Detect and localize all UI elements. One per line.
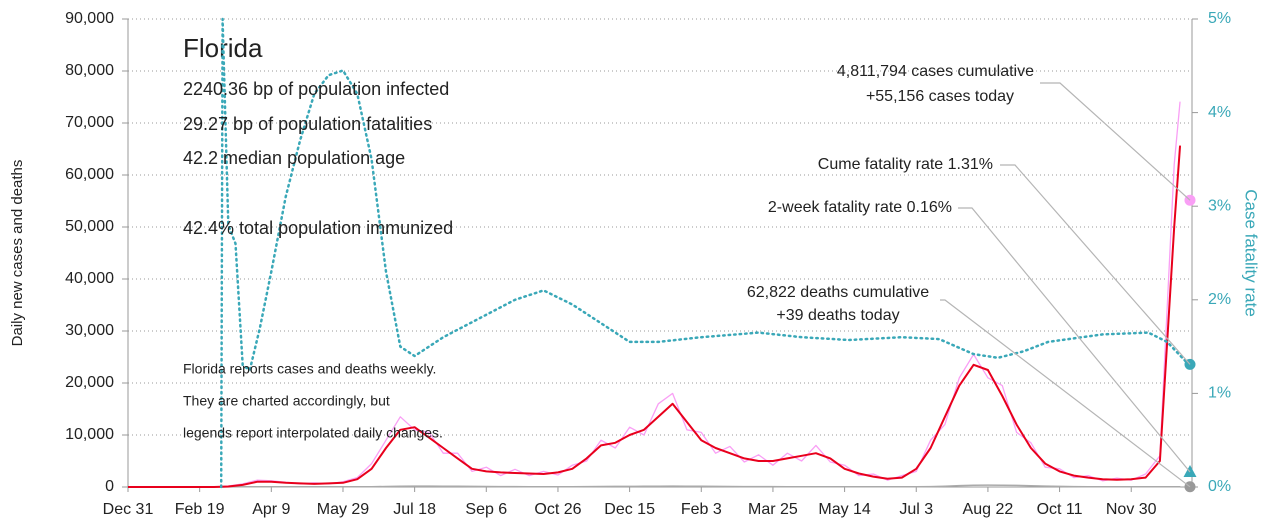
x-tick-label: Jul 18 [393, 501, 436, 518]
x-tick-label: Jul 3 [899, 501, 933, 518]
x-tick-label: Aug 22 [963, 501, 1014, 518]
y-tick-label: 70,000 [65, 114, 114, 131]
x-tick-label: Dec 15 [604, 501, 655, 518]
x-tick-label: Dec 31 [103, 501, 154, 518]
y-tick-label: 60,000 [65, 166, 114, 183]
x-tick-label: Nov 30 [1106, 501, 1157, 518]
x-tick-label: May 14 [818, 501, 871, 518]
x-tick-label: Feb 19 [175, 501, 225, 518]
y2-tick-label: 2% [1208, 291, 1231, 308]
note-line: They are charted accordingly, but [183, 393, 390, 409]
series-line [219, 17, 1190, 489]
y2-tick-label: 3% [1208, 197, 1231, 214]
y2-axis-title: Case fatality rate [1242, 189, 1261, 317]
x-tick-label: Feb 3 [681, 501, 722, 518]
y-tick-label: 10,000 [65, 426, 114, 443]
y2-tick-label: 5% [1208, 10, 1231, 27]
x-tick-label: May 29 [317, 501, 370, 518]
series-line [128, 145, 1181, 488]
x-tick-label: Oct 11 [1037, 501, 1083, 518]
series-line [128, 484, 1181, 488]
y-tick-label: 90,000 [65, 10, 114, 27]
y-tick-label: 40,000 [65, 270, 114, 287]
x-tick-label: Mar 25 [748, 501, 798, 518]
y-tick-label: 0 [105, 478, 114, 495]
y2-tick-label: 4% [1208, 104, 1231, 121]
leader-line [940, 299, 1191, 488]
x-tick-label: Sep 6 [465, 501, 507, 518]
leader-line [1040, 82, 1191, 201]
y2-tick-label: 0% [1208, 478, 1231, 495]
annotation: 2-week fatality rate 0.16% [768, 199, 952, 216]
note-line: Florida reports cases and deaths weekly. [183, 361, 436, 377]
x-tick-label: Oct 26 [534, 501, 581, 518]
marker [1183, 465, 1197, 478]
panel-line: 29.27 bp of population fatalities [183, 114, 432, 134]
y-tick-label: 30,000 [65, 322, 114, 339]
leader-line [958, 207, 1191, 473]
annotation: +39 deaths today [776, 307, 899, 324]
annotation: Cume fatality rate 1.31% [818, 156, 993, 173]
y-tick-label: 20,000 [65, 374, 114, 391]
y2-tick-label: 1% [1208, 385, 1231, 402]
panel-line: 42.4% total population immunized [183, 218, 453, 238]
x-tick-label: Apr 9 [252, 501, 290, 518]
y-axis-title: Daily new cases and deaths [9, 160, 26, 347]
y-tick-label: 80,000 [65, 62, 114, 79]
panel-line: 42.2 median population age [183, 148, 405, 168]
panel-line: 2240.36 bp of population infected [183, 79, 449, 99]
note-line: legends report interpolated daily change… [183, 425, 443, 441]
annotation: 62,822 deaths cumulative [747, 284, 929, 301]
annotation: 4,811,794 cases cumulative [837, 63, 1034, 80]
plot-area [128, 17, 1190, 489]
annotation: +55,156 cases today [866, 88, 1014, 105]
leader-line [1000, 164, 1191, 365]
y-tick-label: 50,000 [65, 218, 114, 235]
